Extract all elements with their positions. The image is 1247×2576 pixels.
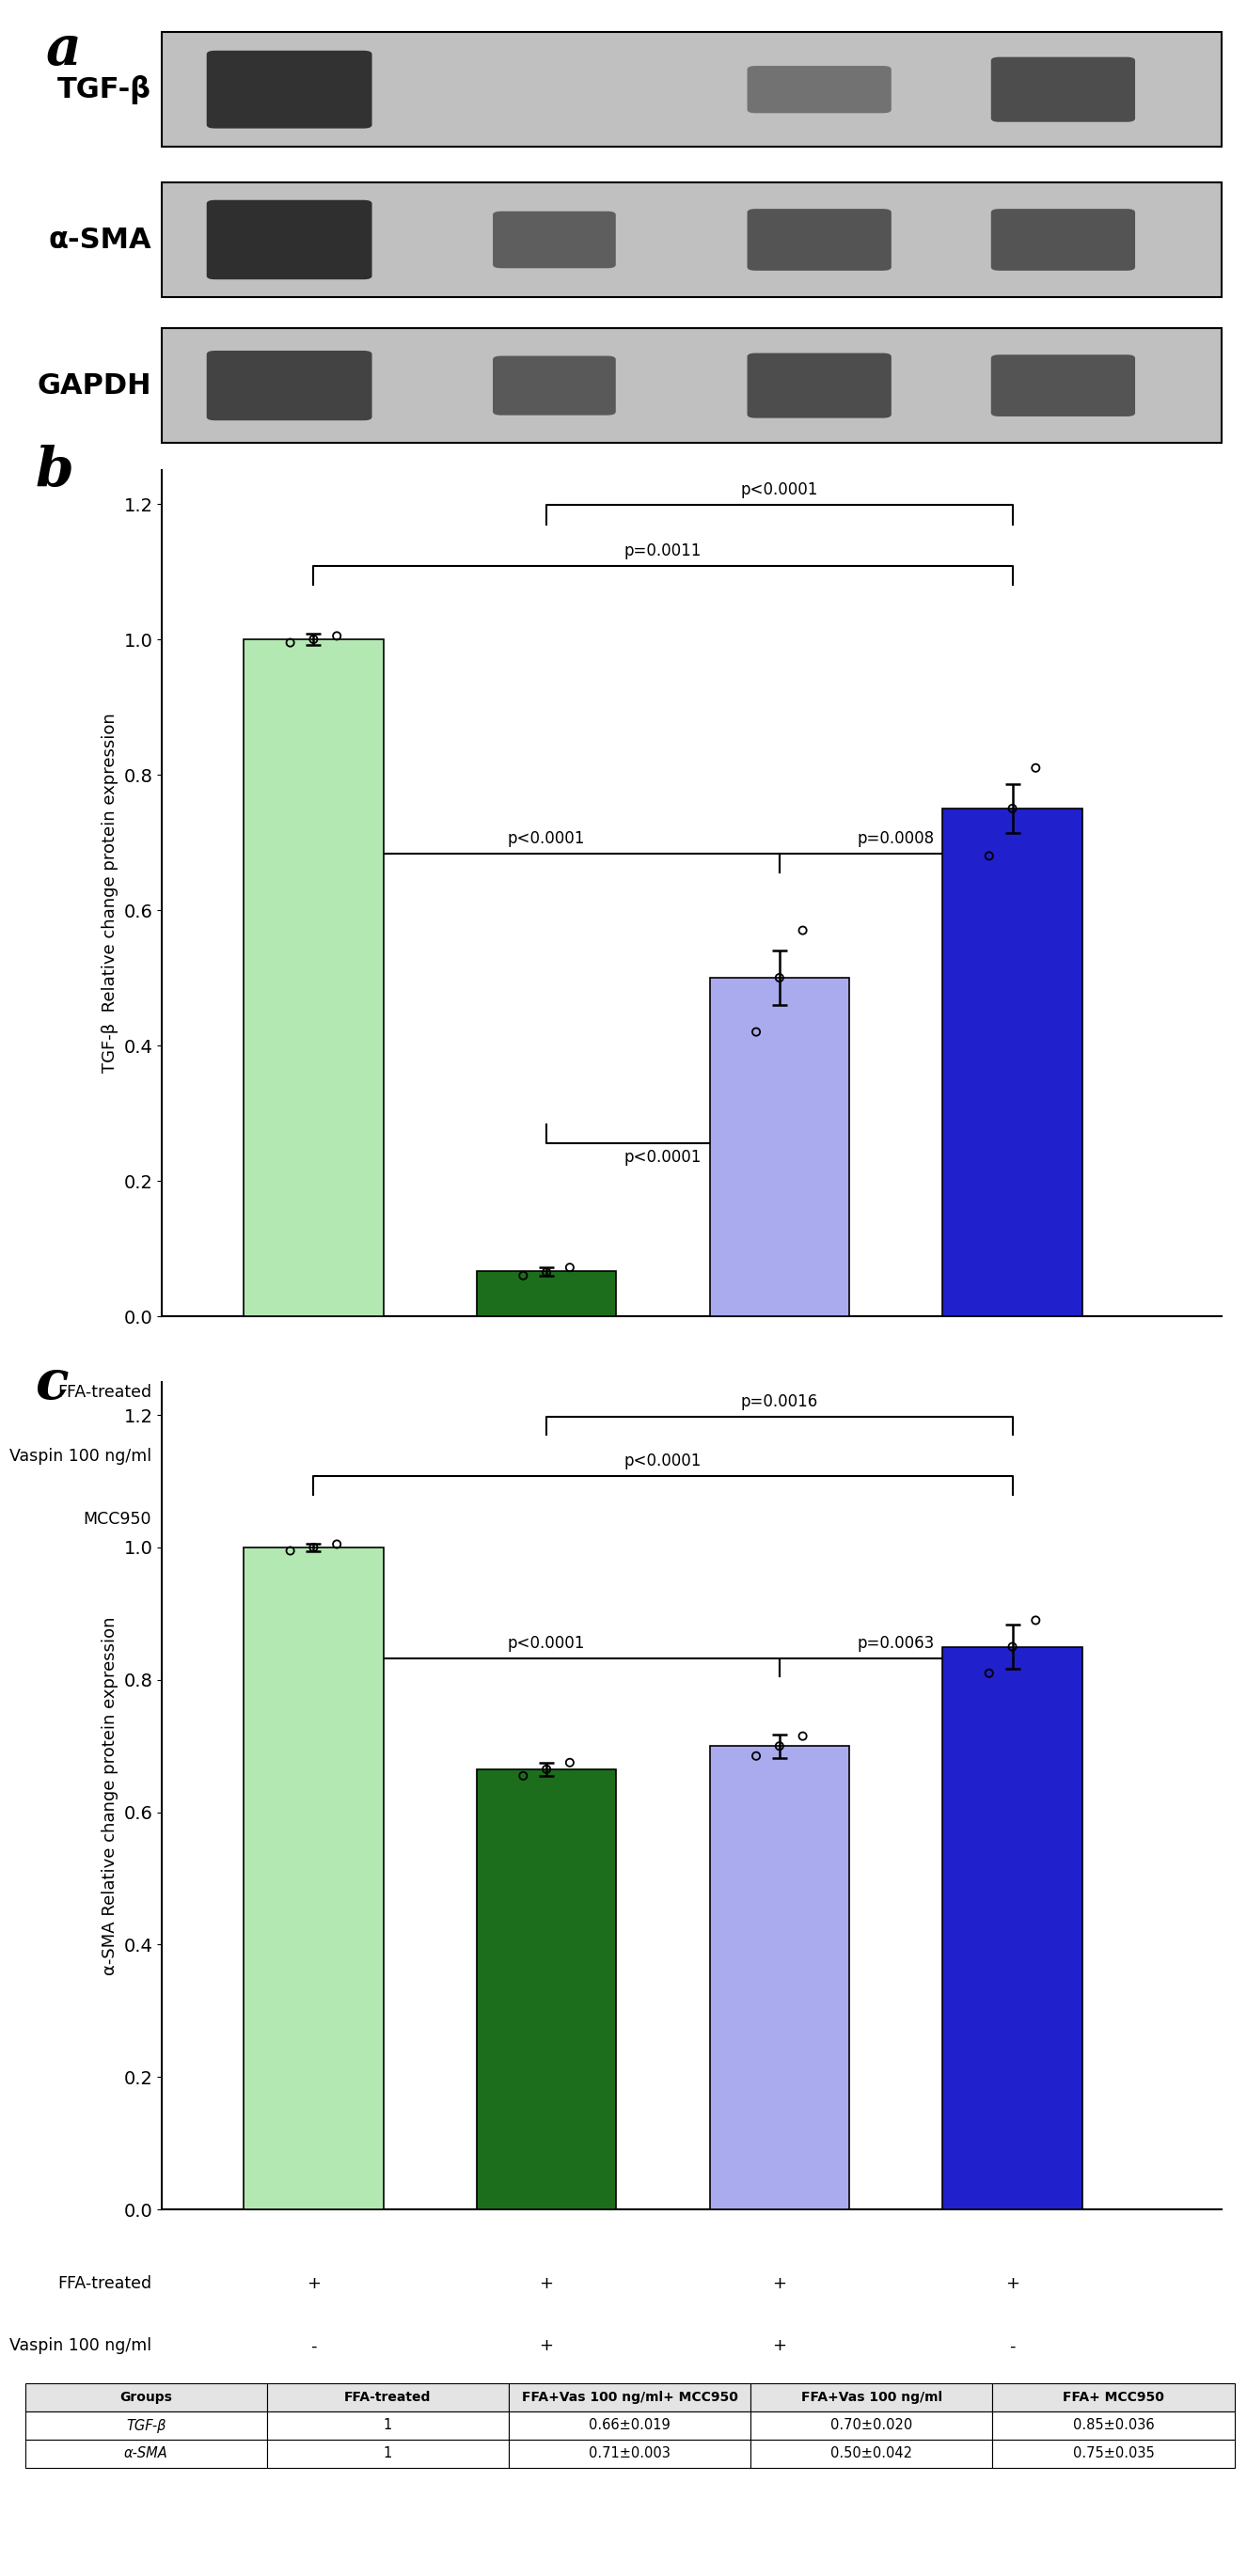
Text: +: + bbox=[540, 2275, 554, 2293]
Point bbox=[1026, 1600, 1046, 1641]
FancyBboxPatch shape bbox=[991, 209, 1135, 270]
Text: +: + bbox=[540, 1510, 554, 1528]
Text: +: + bbox=[772, 1448, 787, 1463]
Point bbox=[560, 1741, 580, 1783]
Point bbox=[281, 621, 301, 662]
Text: Vaspin 100 ng/ml: Vaspin 100 ng/ml bbox=[10, 2336, 152, 2354]
Point bbox=[793, 1716, 813, 1757]
Y-axis label: TGF-β  Relative change protein expression: TGF-β Relative change protein expression bbox=[102, 714, 118, 1074]
Text: p=0.0063: p=0.0063 bbox=[857, 1633, 934, 1651]
Bar bbox=[162, 31, 1222, 147]
Bar bbox=[710, 1747, 849, 2210]
Text: +: + bbox=[307, 1383, 320, 1401]
Point bbox=[281, 1530, 301, 1571]
Text: p<0.0001: p<0.0001 bbox=[625, 1149, 702, 1167]
Point bbox=[327, 1522, 347, 1564]
Text: c: c bbox=[35, 1358, 69, 1409]
Bar bbox=[243, 639, 383, 1316]
Text: +: + bbox=[772, 1383, 787, 1401]
Bar bbox=[476, 1770, 616, 2210]
Bar bbox=[162, 327, 1222, 443]
Text: -: - bbox=[311, 2336, 317, 2354]
Point bbox=[793, 909, 813, 951]
Text: p<0.0001: p<0.0001 bbox=[508, 829, 585, 848]
FancyBboxPatch shape bbox=[991, 57, 1135, 121]
Text: p<0.0001: p<0.0001 bbox=[625, 1453, 702, 1468]
Text: -: - bbox=[1009, 1448, 1015, 1463]
FancyBboxPatch shape bbox=[747, 209, 892, 270]
Point bbox=[303, 618, 323, 659]
Text: p<0.0001: p<0.0001 bbox=[741, 482, 818, 500]
Text: -: - bbox=[311, 1448, 317, 1463]
Text: -: - bbox=[777, 2401, 783, 2416]
Text: +: + bbox=[540, 1383, 554, 1401]
Text: +: + bbox=[307, 2275, 320, 2293]
Bar bbox=[243, 1548, 383, 2210]
FancyBboxPatch shape bbox=[207, 350, 372, 420]
Text: GAPDH: GAPDH bbox=[37, 371, 152, 399]
Bar bbox=[710, 979, 849, 1316]
Text: +: + bbox=[772, 2275, 787, 2293]
Point bbox=[1026, 747, 1046, 788]
Text: α-SMA: α-SMA bbox=[49, 227, 152, 252]
Text: TGF-β: TGF-β bbox=[57, 75, 152, 103]
Point bbox=[769, 958, 789, 999]
Text: p=0.0011: p=0.0011 bbox=[625, 544, 702, 559]
Text: +: + bbox=[1005, 1510, 1020, 1528]
FancyBboxPatch shape bbox=[207, 201, 372, 278]
Point bbox=[536, 1252, 556, 1293]
Text: +: + bbox=[1005, 1383, 1020, 1401]
Text: +: + bbox=[540, 1448, 554, 1463]
Text: -: - bbox=[311, 2401, 317, 2416]
Point bbox=[536, 1749, 556, 1790]
Text: +: + bbox=[1005, 2275, 1020, 2293]
Point bbox=[303, 1528, 323, 1569]
Point bbox=[514, 1255, 534, 1296]
Text: +: + bbox=[772, 2336, 787, 2354]
Text: FFA-treated: FFA-treated bbox=[57, 2275, 152, 2293]
Text: MCC950: MCC950 bbox=[84, 2401, 152, 2416]
Bar bbox=[476, 1273, 616, 1316]
FancyBboxPatch shape bbox=[747, 353, 892, 417]
Text: Vaspin 100 ng/ml: Vaspin 100 ng/ml bbox=[10, 1448, 152, 1463]
Bar bbox=[943, 1646, 1082, 2210]
Text: b: b bbox=[35, 446, 74, 497]
Text: a: a bbox=[46, 23, 81, 77]
FancyBboxPatch shape bbox=[493, 211, 616, 268]
Text: +: + bbox=[540, 2401, 554, 2416]
Point bbox=[514, 1754, 534, 1795]
Y-axis label: α-SMA Relative change protein expression: α-SMA Relative change protein expression bbox=[102, 1615, 118, 1976]
Text: FFA-treated: FFA-treated bbox=[57, 1383, 152, 1401]
Point bbox=[769, 1726, 789, 1767]
Point bbox=[746, 1736, 766, 1777]
Point bbox=[979, 835, 999, 876]
Bar bbox=[943, 809, 1082, 1316]
Point bbox=[560, 1247, 580, 1288]
FancyBboxPatch shape bbox=[493, 355, 616, 415]
Text: p=0.0008: p=0.0008 bbox=[857, 829, 934, 848]
Text: p=0.0016: p=0.0016 bbox=[741, 1394, 818, 1409]
Text: +: + bbox=[540, 2336, 554, 2354]
Bar bbox=[162, 183, 1222, 296]
Text: -: - bbox=[777, 1510, 783, 1528]
Text: p<0.0001: p<0.0001 bbox=[508, 1633, 585, 1651]
Text: -: - bbox=[1009, 2336, 1015, 2354]
FancyBboxPatch shape bbox=[991, 355, 1135, 417]
FancyBboxPatch shape bbox=[747, 67, 892, 113]
Point bbox=[746, 1012, 766, 1054]
FancyBboxPatch shape bbox=[207, 52, 372, 129]
Text: MCC950: MCC950 bbox=[84, 1510, 152, 1528]
Point bbox=[327, 616, 347, 657]
Point bbox=[979, 1654, 999, 1695]
Point bbox=[1003, 1625, 1023, 1667]
Text: +: + bbox=[1005, 2401, 1020, 2416]
Text: -: - bbox=[311, 1510, 317, 1528]
Point bbox=[1003, 788, 1023, 829]
